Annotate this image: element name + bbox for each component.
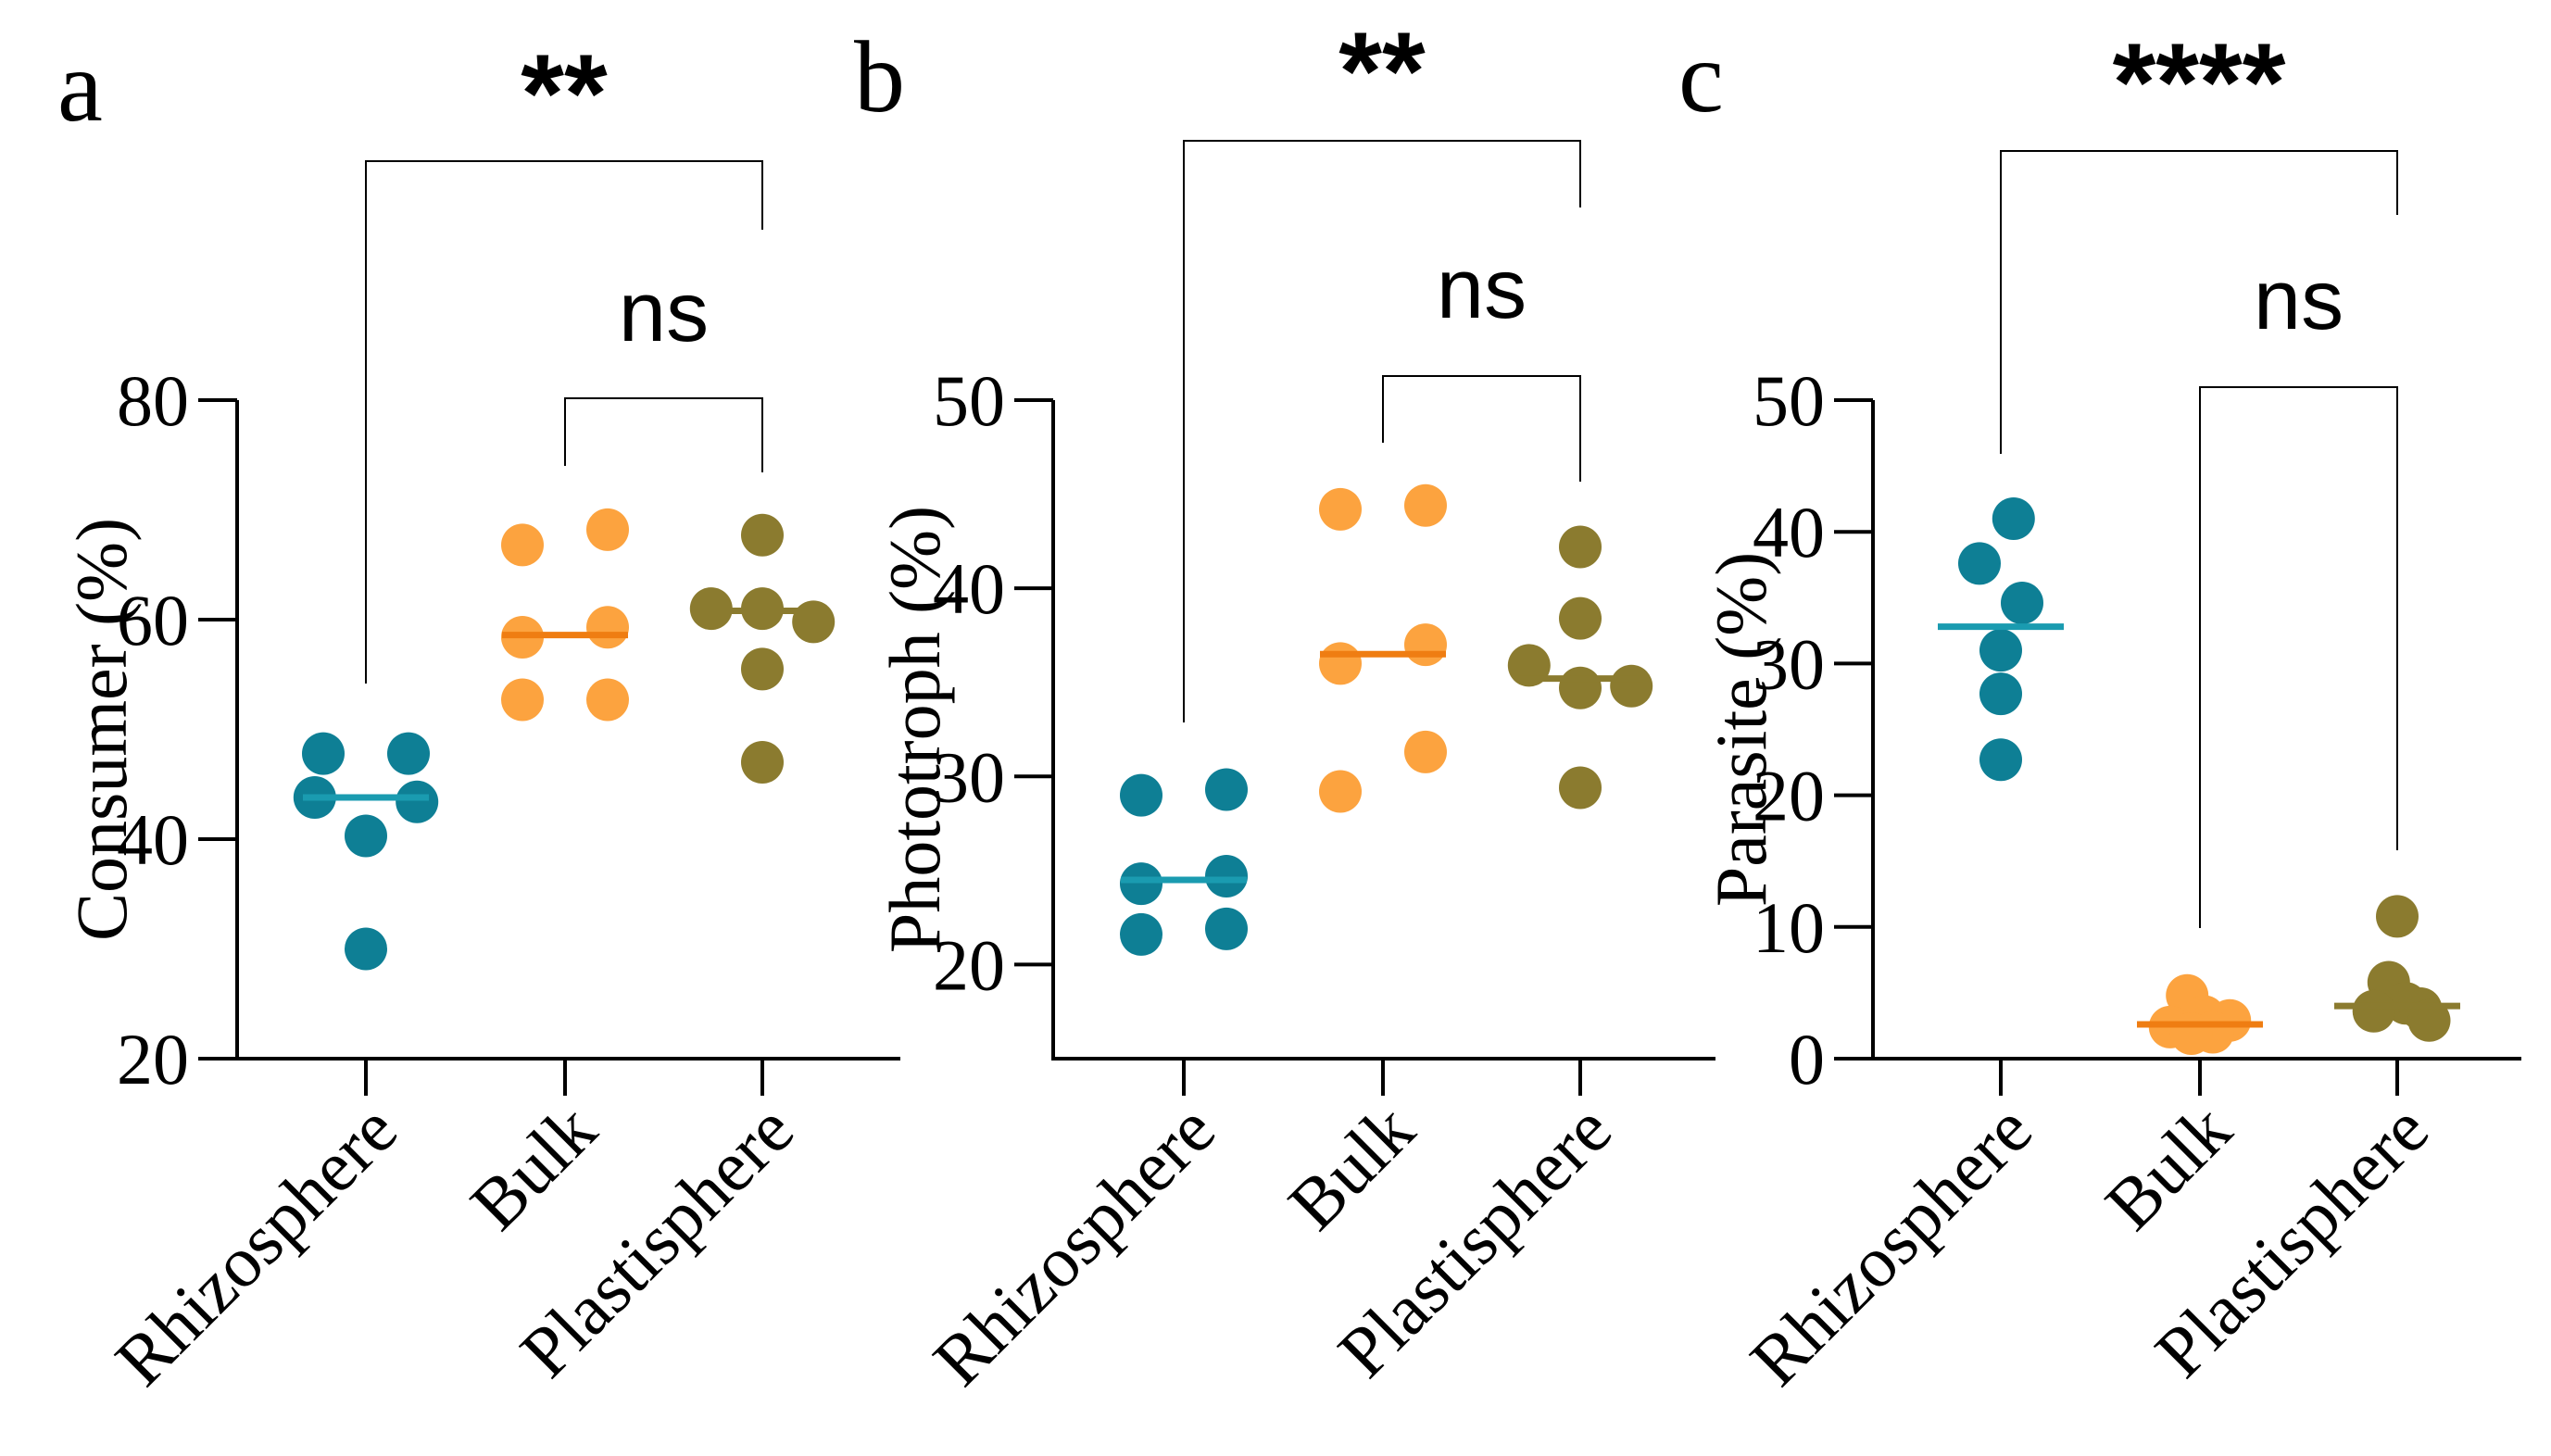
- y-tick-label: 0: [1789, 1019, 1825, 1099]
- x-tick-label-rhizosphere: Rhizosphere: [1735, 1088, 2047, 1400]
- data-point-plastisphere: [1559, 525, 1602, 569]
- y-tick-label: 80: [117, 360, 189, 441]
- significance-label: **: [521, 31, 608, 156]
- significance-bracket: [564, 397, 763, 472]
- data-point-rhizosphere: [396, 780, 439, 823]
- significance-bracket: [2000, 150, 2398, 454]
- data-point-bulk: [1404, 483, 1447, 527]
- data-point-plastisphere: [1559, 666, 1602, 709]
- data-point-rhizosphere: [345, 814, 387, 858]
- y-tick-label: 30: [933, 736, 1005, 817]
- data-point-plastisphere: [2352, 989, 2395, 1033]
- data-point-rhizosphere: [1120, 773, 1162, 817]
- data-point-rhizosphere: [302, 732, 345, 775]
- data-point-rhizosphere: [1979, 738, 2022, 782]
- y-tick-label: 10: [1753, 887, 1825, 968]
- data-point-bulk: [501, 678, 544, 722]
- y-axis-title: Consumer (%): [61, 518, 142, 941]
- data-point-plastisphere: [1559, 766, 1602, 810]
- panel-letter: a: [57, 30, 103, 143]
- significance-label: ns: [2254, 253, 2344, 347]
- y-tick-label: 50: [933, 360, 1005, 441]
- data-point-rhizosphere: [1205, 907, 1248, 950]
- data-point-bulk: [1404, 623, 1447, 667]
- data-point-bulk: [501, 523, 544, 567]
- data-point-bulk: [1319, 642, 1362, 685]
- data-point-bulk: [586, 606, 629, 649]
- y-tick-label: 60: [117, 580, 189, 660]
- data-point-rhizosphere: [1992, 496, 2035, 540]
- data-point-plastisphere: [792, 600, 836, 644]
- data-point-rhizosphere: [1120, 912, 1162, 956]
- data-point-rhizosphere: [1979, 629, 2022, 672]
- x-tick-label-rhizosphere: Rhizosphere: [100, 1088, 412, 1400]
- significance-label: ****: [2113, 20, 2286, 144]
- data-point-bulk: [1319, 770, 1362, 813]
- significance-label: **: [1338, 9, 1426, 133]
- y-tick-label: 20: [117, 1019, 189, 1099]
- data-point-plastisphere: [741, 647, 784, 691]
- y-tick-label: 40: [117, 799, 189, 880]
- significance-bracket: [1183, 140, 1581, 722]
- significance-label: ns: [619, 265, 709, 359]
- data-point-rhizosphere: [1120, 862, 1162, 906]
- data-point-rhizosphere: [2001, 581, 2043, 624]
- y-tick-label: 50: [1753, 360, 1825, 441]
- data-point-bulk: [586, 678, 629, 722]
- panel-letter: c: [1678, 20, 1724, 133]
- x-tick-label-bulk: Bulk: [2090, 1088, 2246, 1245]
- y-tick-label: 20: [1753, 756, 1825, 836]
- significance-bracket: [1382, 375, 1581, 482]
- data-point-plastisphere: [741, 741, 784, 784]
- significance-bracket: [365, 160, 763, 684]
- data-point-bulk: [1319, 487, 1362, 531]
- significance-label: ns: [1437, 242, 1527, 336]
- significance-bracket: [2199, 386, 2398, 928]
- data-point-plastisphere: [2376, 895, 2419, 938]
- data-point-plastisphere: [2407, 998, 2451, 1042]
- y-axis-title: Parasite (%): [1701, 552, 1781, 907]
- y-tick-label: 40: [933, 548, 1005, 629]
- y-axis-title: Phototroph (%): [874, 506, 955, 953]
- data-point-plastisphere: [1610, 664, 1653, 708]
- data-point-rhizosphere: [345, 927, 387, 971]
- x-tick-label-rhizosphere: Rhizosphere: [918, 1088, 1230, 1400]
- data-point-rhizosphere: [1205, 768, 1248, 811]
- y-tick-label: 20: [933, 924, 1005, 1005]
- panel-letter: b: [854, 20, 905, 133]
- data-point-rhizosphere: [387, 732, 430, 775]
- data-point-bulk: [2169, 1011, 2213, 1055]
- y-tick-label: 40: [1753, 492, 1825, 572]
- data-point-bulk: [586, 508, 629, 551]
- x-tick-label-bulk: Bulk: [455, 1088, 611, 1245]
- data-point-plastisphere: [741, 513, 784, 557]
- data-point-rhizosphere: [1205, 854, 1248, 897]
- x-tick-label-bulk: Bulk: [1273, 1088, 1429, 1245]
- data-point-rhizosphere: [1979, 672, 2022, 716]
- data-point-rhizosphere: [1958, 542, 2001, 585]
- y-tick-label: 30: [1753, 623, 1825, 704]
- data-point-plastisphere: [1559, 596, 1602, 640]
- data-point-bulk: [1404, 730, 1447, 773]
